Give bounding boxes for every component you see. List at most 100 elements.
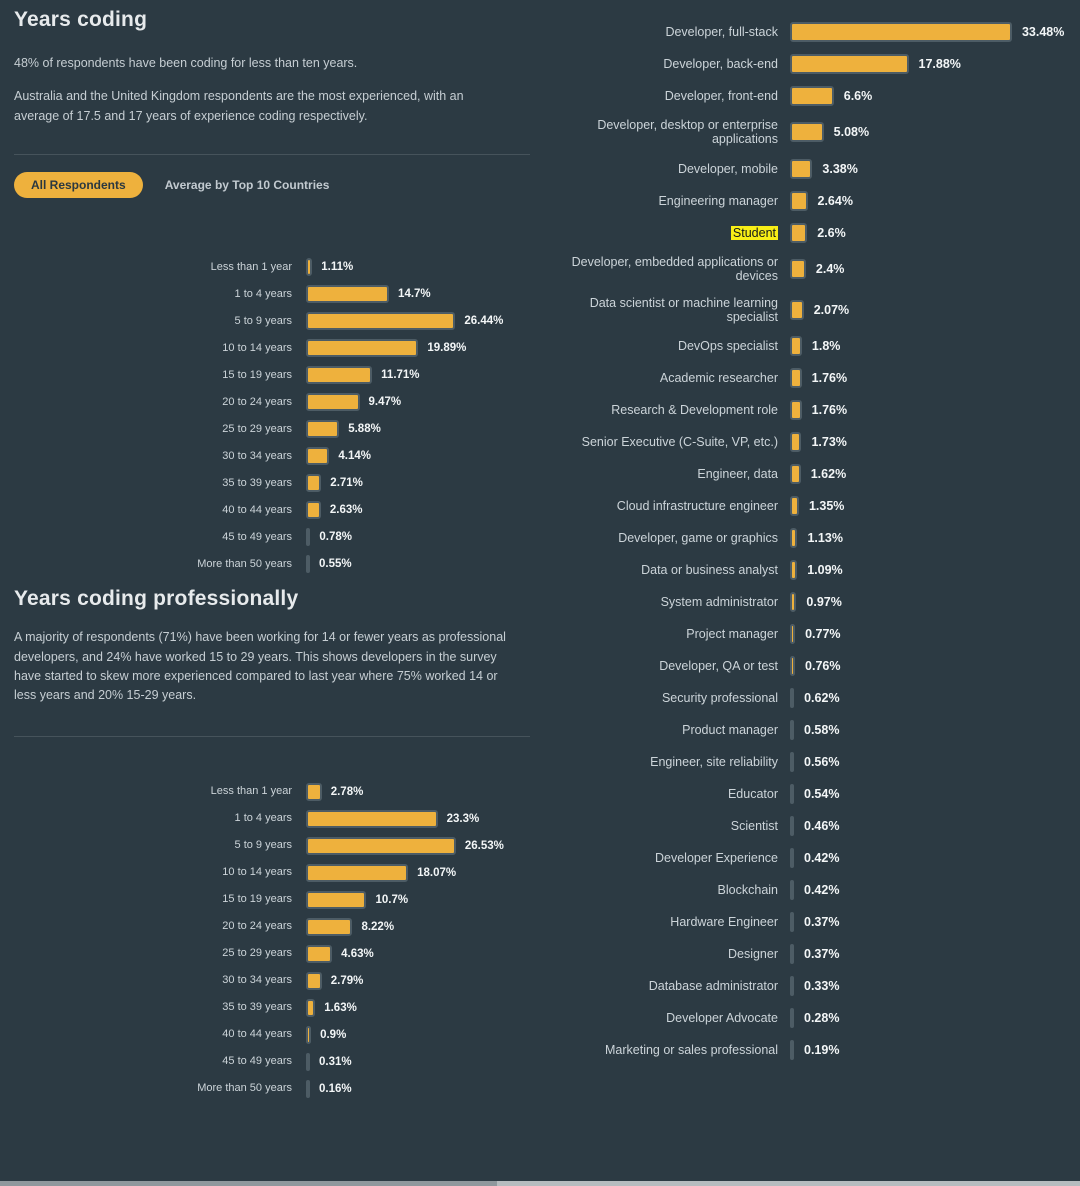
bar[interactable] (790, 784, 794, 805)
category-label: 10 to 14 years (222, 866, 292, 879)
bar[interactable] (306, 285, 390, 304)
bar[interactable] (306, 917, 353, 936)
bar-row: Developer, front-end 6.6% (540, 86, 1080, 106)
bar[interactable] (790, 158, 813, 179)
value-label: 1.09% (807, 563, 843, 578)
bar[interactable] (790, 848, 794, 869)
bar[interactable] (790, 400, 802, 421)
category-label: Research & Development role (611, 403, 778, 418)
category-label: Database administrator (648, 979, 778, 994)
bar[interactable] (306, 971, 322, 990)
bar[interactable] (790, 122, 824, 143)
bar[interactable] (790, 190, 808, 211)
bar[interactable] (790, 86, 834, 106)
bar[interactable] (790, 1008, 794, 1029)
horizontal-scrollbar-track[interactable] (0, 1181, 1080, 1186)
category-label: Developer Advocate (666, 1011, 778, 1026)
bar[interactable] (790, 432, 802, 453)
category-label: More than 50 years (197, 557, 292, 570)
bar[interactable] (790, 816, 794, 837)
bar[interactable] (790, 560, 798, 581)
category-label: Engineer, site reliability (650, 755, 778, 770)
bar[interactable] (790, 976, 794, 997)
bar[interactable] (306, 863, 409, 882)
bar[interactable] (790, 752, 794, 773)
category-label: Developer, embedded applications or devi… (571, 254, 778, 284)
bar[interactable] (790, 464, 801, 485)
bar[interactable] (306, 420, 340, 439)
bar[interactable] (790, 720, 794, 741)
bar[interactable] (306, 944, 333, 963)
bar[interactable] (306, 258, 313, 277)
right-column: Developer, full-stack 33.48% Developer, ba… (540, 0, 1080, 1072)
bar-row: System administrator 0.97% (540, 592, 1080, 613)
value-label: 1.35% (808, 499, 845, 514)
bar[interactable] (306, 890, 367, 909)
section-title-years-coding: Years coding (14, 8, 148, 31)
bar[interactable] (306, 555, 310, 574)
bar[interactable] (790, 368, 802, 389)
bar[interactable] (306, 474, 322, 493)
value-label: 0.78% (319, 531, 353, 544)
category-label: Project manager (686, 627, 778, 642)
bar[interactable] (306, 1052, 310, 1071)
value-label: 9.47% (368, 396, 402, 409)
bar[interactable] (790, 222, 808, 243)
bar[interactable] (790, 336, 802, 357)
bar[interactable] (790, 259, 806, 280)
bar[interactable] (306, 501, 321, 520)
bar[interactable] (790, 299, 804, 320)
category-label: 20 to 24 years (222, 920, 292, 933)
bar[interactable] (306, 809, 438, 828)
category-label: Developer, back-end (663, 56, 778, 71)
horizontal-scrollbar-thumb[interactable] (0, 1181, 497, 1186)
tab-average-top10-countries[interactable]: Average by Top 10 Countries (164, 178, 330, 193)
bar[interactable] (306, 447, 330, 466)
bar-row: Marketing or sales professional 0.19% (540, 1040, 1080, 1061)
bar[interactable] (306, 998, 316, 1017)
bar[interactable] (790, 912, 794, 933)
bar-row: Cloud infrastructure engineer 1.35% (540, 496, 1080, 517)
bar[interactable] (306, 1025, 312, 1044)
bar[interactable] (306, 366, 373, 385)
bar[interactable] (306, 836, 456, 855)
bar[interactable] (790, 22, 1012, 42)
value-label: 2.63% (329, 504, 363, 517)
bar-row: Developer, mobile 3.38% (540, 158, 1080, 179)
bar-row: 15 to 19 years 11.71% (14, 366, 540, 385)
bar-row: Engineering manager 2.64% (540, 190, 1080, 211)
value-label: 10.7% (375, 893, 409, 906)
bar[interactable] (306, 393, 360, 412)
bar[interactable] (306, 1079, 310, 1098)
value-label: 2.6% (817, 225, 846, 240)
bar[interactable] (790, 528, 798, 549)
category-label: Developer, desktop or enterprise applica… (597, 118, 778, 147)
bar[interactable] (790, 496, 799, 517)
value-label: 2.79% (330, 974, 364, 987)
bar-row: 35 to 39 years 2.71% (14, 474, 540, 493)
respondent-filter-tabs: All Respondents Average by Top 10 Countr… (14, 172, 540, 199)
bar-row: 10 to 14 years 19.89% (14, 339, 540, 358)
bar[interactable] (790, 944, 794, 965)
bar[interactable] (306, 528, 311, 547)
bar[interactable] (790, 880, 794, 901)
bar[interactable] (306, 312, 456, 331)
bar-row: 20 to 24 years 9.47% (14, 393, 540, 412)
bar[interactable] (790, 1040, 794, 1061)
bar[interactable] (790, 54, 909, 74)
bar[interactable] (306, 782, 322, 801)
bar-row: 25 to 29 years 4.63% (14, 944, 540, 963)
bar[interactable] (790, 624, 796, 645)
category-label: 45 to 49 years (222, 530, 292, 543)
value-label: 0.56% (804, 755, 840, 770)
bar[interactable] (790, 592, 797, 613)
value-label: 0.37% (804, 947, 840, 962)
bar[interactable] (790, 656, 796, 677)
bar-row: Student 2.6% (540, 222, 1080, 243)
bar[interactable] (306, 339, 419, 358)
bar[interactable] (790, 688, 795, 709)
tab-all-respondents[interactable]: All Respondents (14, 172, 143, 199)
category-label: Data scientist or machine learning speci… (589, 295, 778, 324)
value-label: 0.55% (319, 558, 352, 571)
value-label: 0.42% (804, 883, 840, 898)
